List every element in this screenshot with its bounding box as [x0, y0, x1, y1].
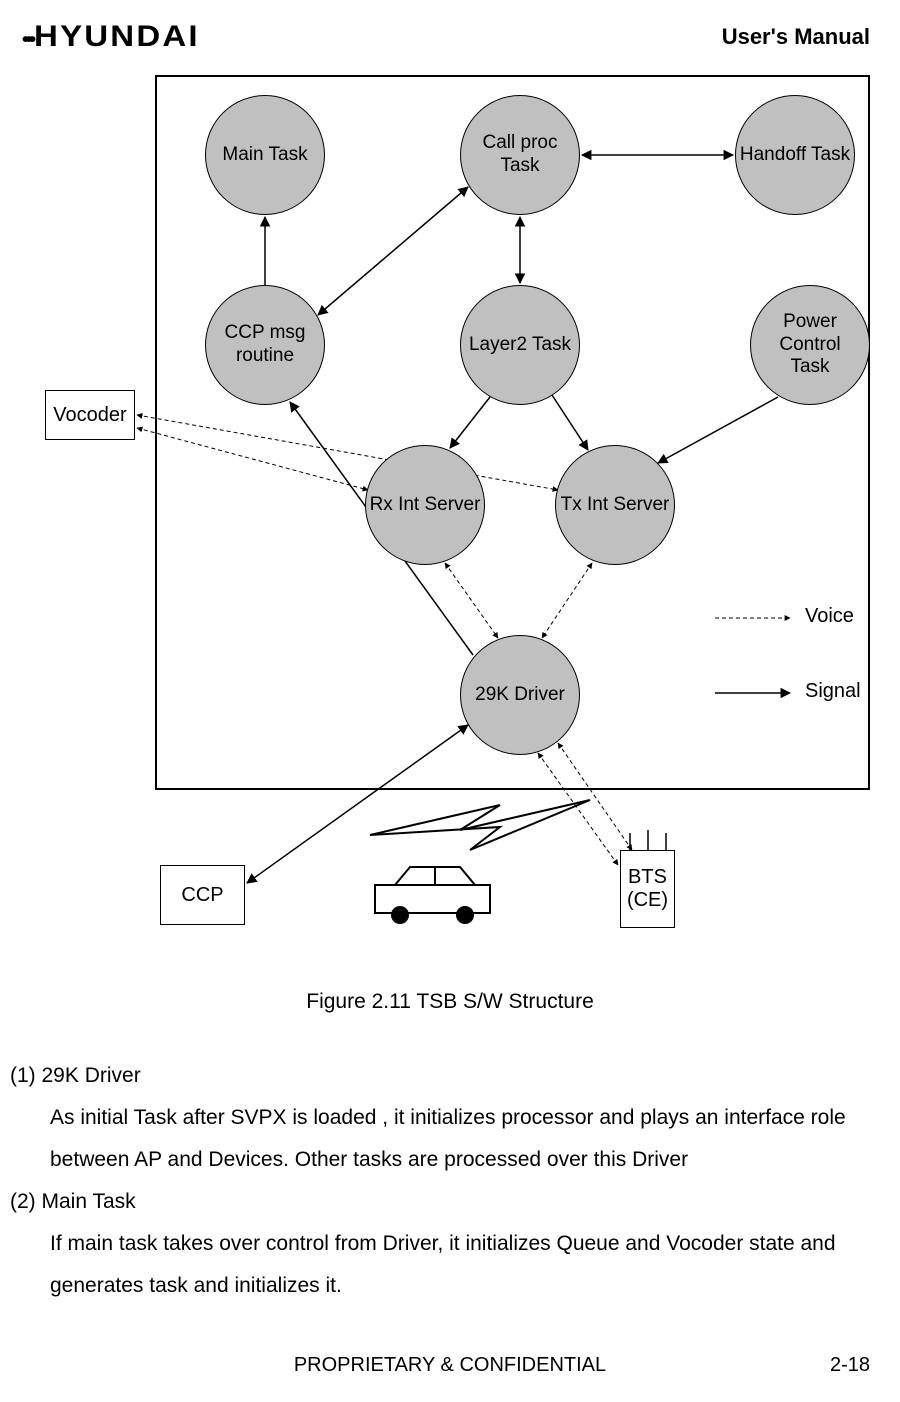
node-label: Main Task — [222, 144, 307, 167]
node-label: Call proc Task — [461, 132, 579, 178]
node-label: CCP msg routine — [225, 322, 306, 368]
paragraph-1a: As initial Task after SVPX is loaded , i… — [10, 1097, 890, 1139]
node-label: Rx Int Server — [370, 494, 481, 517]
node-layer2: Layer2 Task — [460, 285, 580, 405]
node-label: 29K Driver — [475, 684, 565, 707]
node-power-control: Power Control Task — [750, 285, 870, 405]
page-number: 2-18 — [830, 1354, 870, 1377]
node-rx-int: Rx Int Server — [365, 445, 485, 565]
brand-logo: HYUNDAI — [22, 20, 200, 54]
box-bts: BTS (CE) — [620, 850, 675, 928]
legend-voice: Voice — [805, 605, 854, 628]
legend-label: Voice — [805, 605, 854, 628]
legend-signal: Signal — [805, 680, 861, 703]
paragraph-1b: between AP and Devices. Other tasks are … — [10, 1139, 890, 1181]
diagram-container: Main Task Call proc Task Handoff Task CC… — [30, 75, 870, 945]
paragraph-2b: generates task and initializes it. — [10, 1265, 890, 1307]
node-ccp-msg: CCP msg routine — [205, 285, 325, 405]
node-label: Power Control Task — [751, 311, 869, 379]
section-heading-2: (2) Main Task — [10, 1181, 890, 1223]
node-call-proc: Call proc Task — [460, 95, 580, 215]
box-label: BTS (CE) — [627, 866, 668, 912]
page-header: HYUNDAI User's Manual — [0, 20, 900, 54]
doc-title: User's Manual — [722, 24, 870, 50]
node-29k-driver: 29K Driver — [460, 635, 580, 755]
node-main-task: Main Task — [205, 95, 325, 215]
legend-label: Signal — [805, 680, 861, 703]
box-label: Vocoder — [53, 404, 126, 427]
node-handoff: Handoff Task — [735, 95, 855, 215]
box-vocoder: Vocoder — [45, 390, 135, 440]
section-heading-1: (1) 29K Driver — [10, 1055, 890, 1097]
node-label: Tx Int Server — [561, 494, 670, 517]
figure-caption: Figure 2.11 TSB S/W Structure — [0, 990, 900, 1014]
footer-notice: PROPRIETARY & CONFIDENTIAL — [0, 1354, 900, 1377]
node-tx-int: Tx Int Server — [555, 445, 675, 565]
paragraph-2a: If main task takes over control from Dri… — [10, 1223, 890, 1265]
box-label: CCP — [181, 884, 223, 907]
node-label: Handoff Task — [740, 144, 850, 167]
box-ccp: CCP — [160, 865, 245, 925]
brand-text: HYUNDAI — [34, 20, 200, 53]
node-label: Layer2 Task — [469, 334, 571, 357]
body-text: (1) 29K Driver As initial Task after SVP… — [0, 1055, 900, 1307]
